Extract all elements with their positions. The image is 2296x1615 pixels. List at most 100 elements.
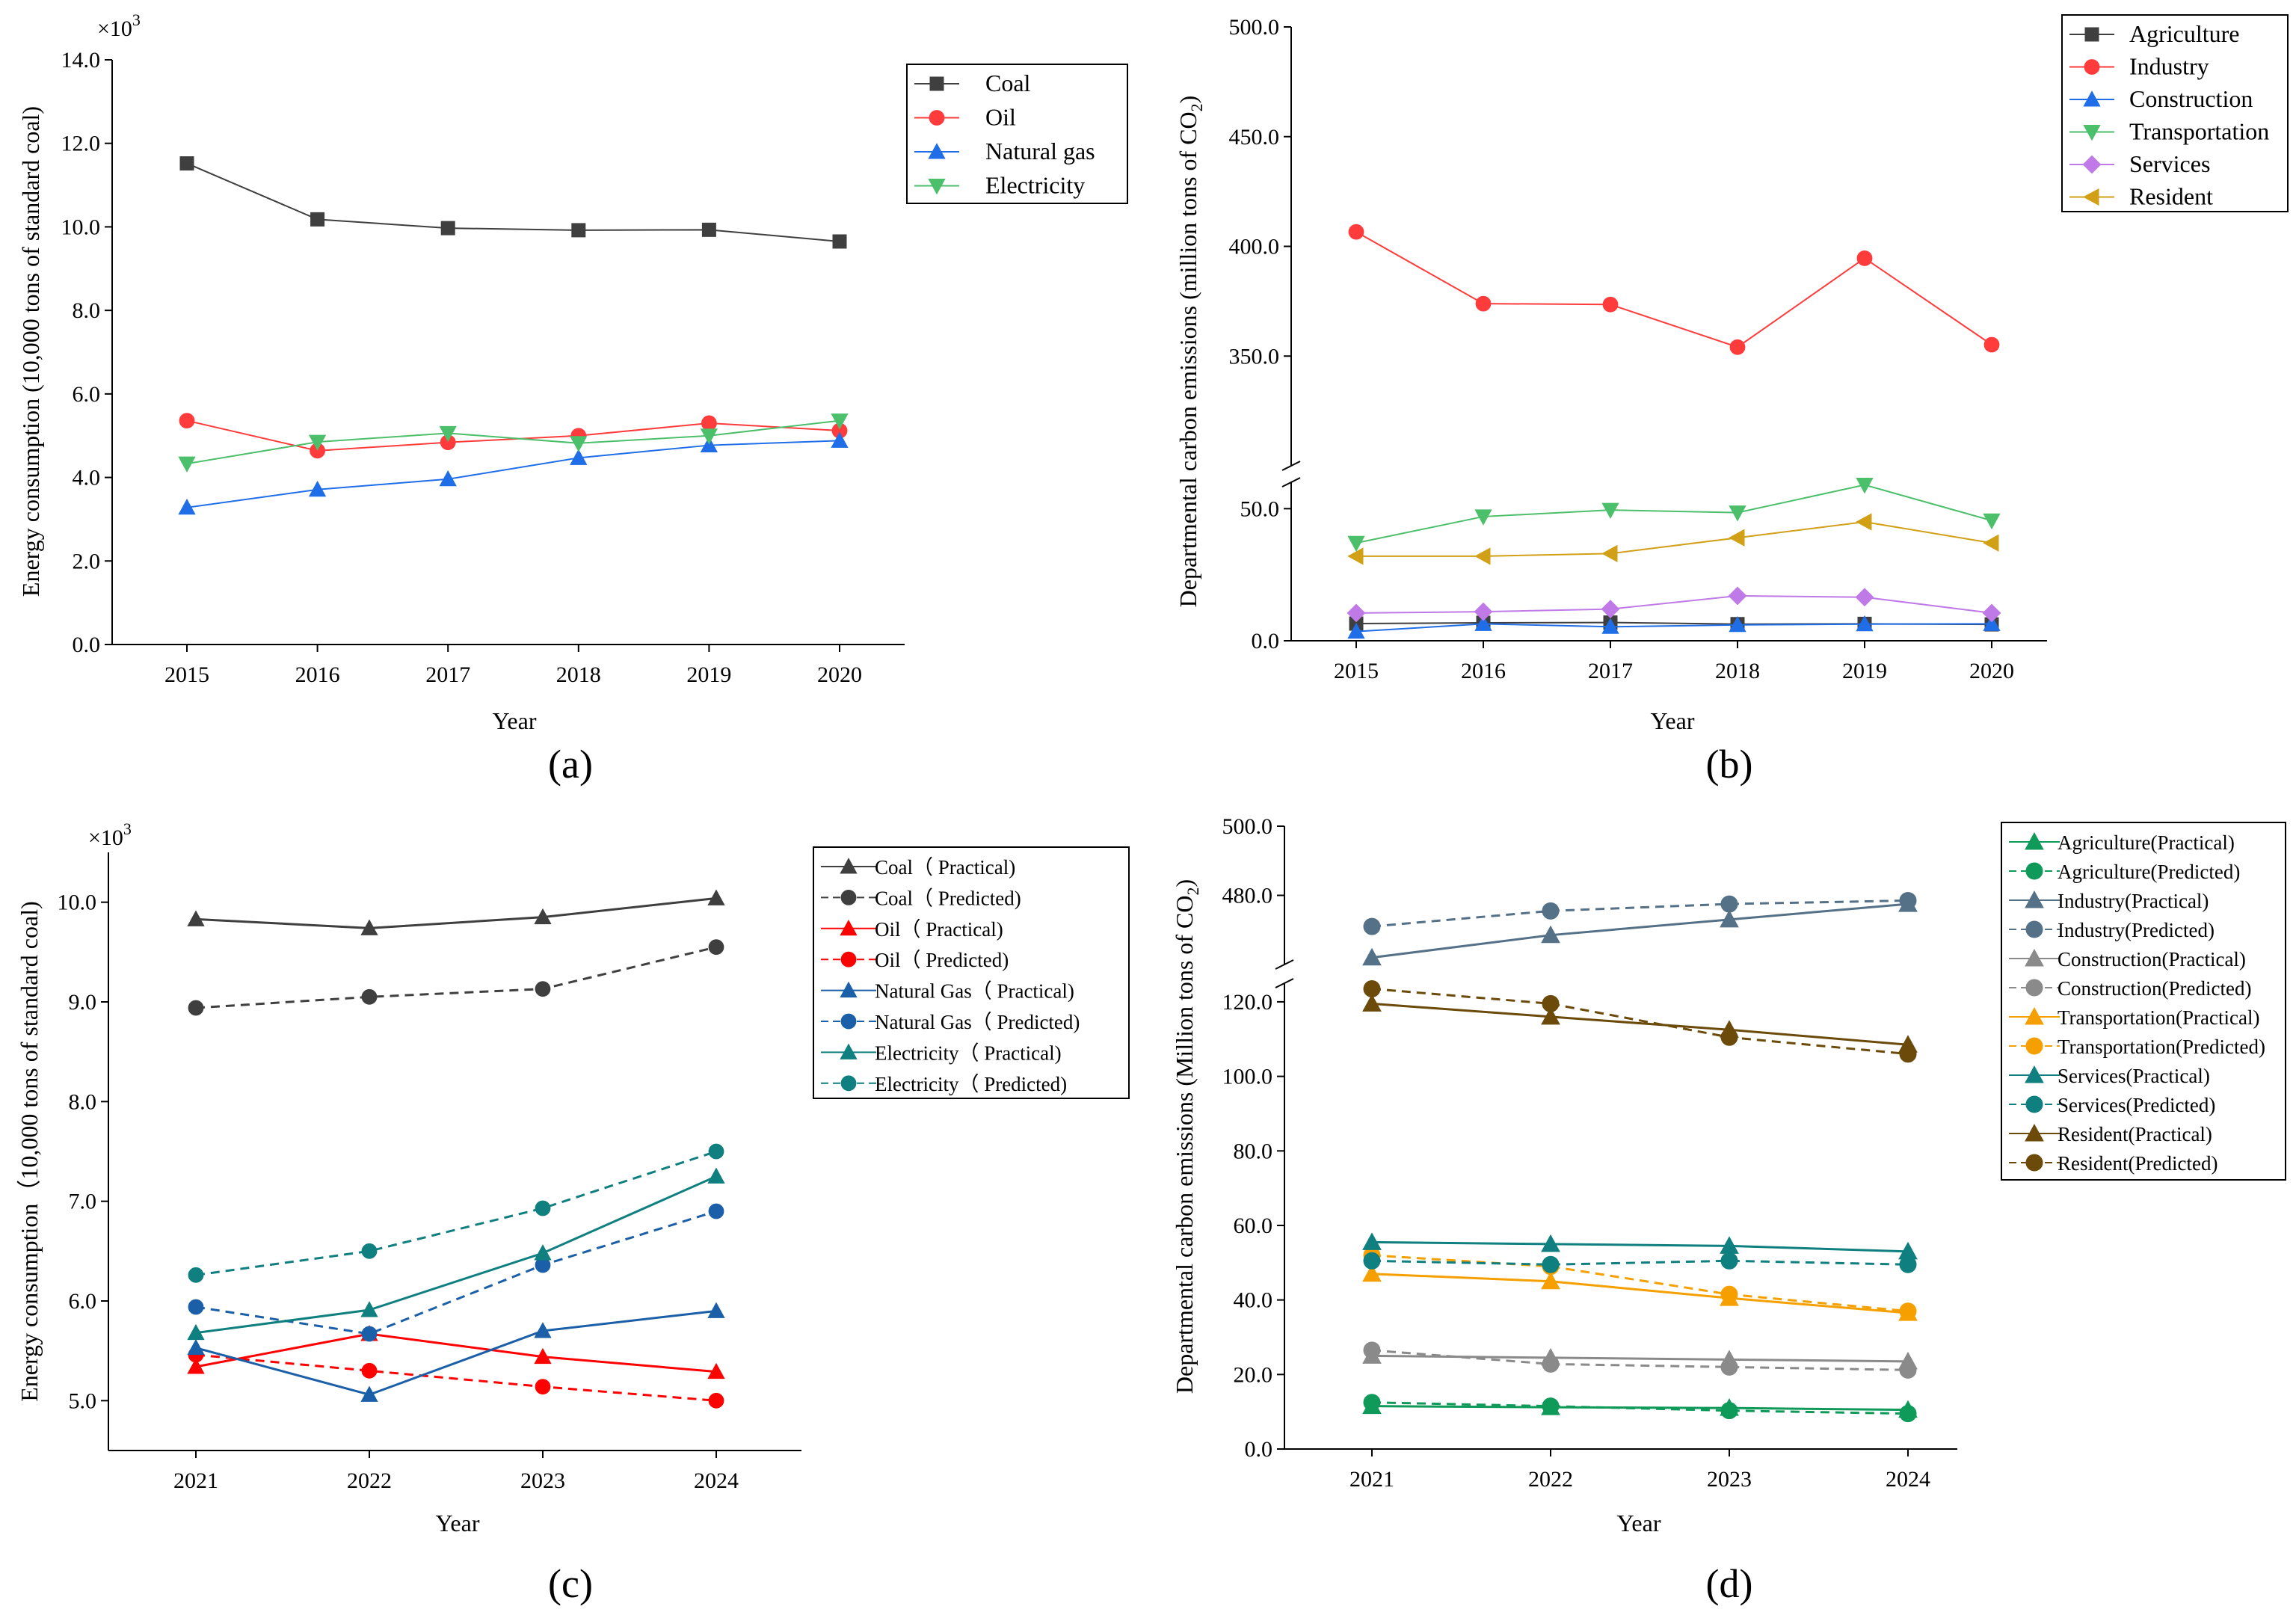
y-axis-title-end: ) <box>1171 879 1198 888</box>
legend-swatch-marker <box>2025 1065 2044 1083</box>
data-point <box>1856 478 1874 494</box>
series-line <box>1371 1354 1909 1363</box>
data-point <box>1899 1255 1917 1273</box>
data-point <box>361 1362 378 1379</box>
series-construction-practical <box>1362 1346 1918 1370</box>
data-point <box>708 1143 724 1160</box>
series-services-predicted <box>1363 1252 1917 1273</box>
series-line <box>195 1332 717 1373</box>
y-axis-title: Energy consumption (10,000 tons of stand… <box>17 106 44 597</box>
axis-break-mark <box>1281 477 1301 487</box>
data-point <box>1542 902 1560 920</box>
data-point <box>1541 1006 1560 1025</box>
data-point <box>1982 603 2001 623</box>
y-tick-label: 20.0 <box>1234 1362 1273 1387</box>
series-services <box>1346 586 2001 623</box>
data-point <box>1475 295 1492 312</box>
legend-label: Services(Predicted) <box>2058 1094 2215 1116</box>
series-oil-practical <box>187 1325 725 1379</box>
data-point <box>178 456 196 473</box>
series-line <box>1355 623 1992 633</box>
y-tick-label: 4.0 <box>73 466 101 490</box>
x-tick-label: 2021 <box>1349 1467 1394 1492</box>
legend-label: Coal <box>985 70 1031 96</box>
legend-swatch-marker <box>929 76 944 91</box>
data-point <box>1601 600 1620 619</box>
legend-swatch-marker <box>2084 59 2100 75</box>
x-tick-label: 2023 <box>520 1468 565 1493</box>
data-point <box>1474 509 1492 526</box>
data-point <box>1855 588 1874 607</box>
y-tick-label: 7.0 <box>69 1190 97 1214</box>
series-line <box>186 162 840 242</box>
series-resident-practical <box>1362 994 1918 1053</box>
data-point <box>1899 1405 1917 1423</box>
series-line <box>195 1175 717 1335</box>
data-point <box>1729 615 1746 633</box>
series-transportation-predicted <box>1363 1246 1917 1320</box>
legend-label: Resident(Predicted) <box>2058 1152 2217 1175</box>
y-tick-label: 6.0 <box>73 382 101 407</box>
data-point <box>1348 224 1364 240</box>
legend-box <box>2001 822 2286 1181</box>
legend-label: Resident(Practical) <box>2058 1123 2212 1145</box>
series-line <box>1371 987 1909 1056</box>
data-point <box>439 470 457 487</box>
data-point <box>1474 615 1492 631</box>
x-tick-label: 2020 <box>1969 659 2014 683</box>
legend-swatch-marker <box>2082 155 2102 174</box>
panel-label: (c) <box>548 1561 593 1606</box>
data-point <box>1363 917 1381 935</box>
multiplier-base: ×10 <box>97 16 132 41</box>
legend-swatch-marker <box>929 110 945 126</box>
data-point <box>535 1200 551 1216</box>
y-tick-label: 80.0 <box>1234 1139 1273 1163</box>
y-axis-multiplier: ×103 <box>88 819 132 850</box>
x-tick-label: 2023 <box>1707 1467 1752 1492</box>
data-point <box>1720 1285 1738 1303</box>
data-point <box>1362 1264 1382 1282</box>
y-axis-title-subscript: 2 <box>1184 888 1202 896</box>
series-line <box>195 1353 717 1402</box>
data-point <box>1601 618 1619 634</box>
x-tick-label: 2018 <box>1715 659 1760 683</box>
data-point <box>832 234 847 249</box>
series-construction <box>1347 615 2001 639</box>
y-tick-label: 400.0 <box>1229 235 1280 259</box>
data-point <box>708 939 724 956</box>
data-point <box>701 415 717 431</box>
data-point <box>1474 547 1491 565</box>
series-industry <box>1348 224 2000 355</box>
data-point <box>1856 615 1874 632</box>
legend-swatch-marker <box>2025 1123 2044 1142</box>
legend-swatch-marker <box>840 919 858 936</box>
legend-label: Services <box>2129 150 2210 177</box>
legend-label: Agriculture(Practical) <box>2058 831 2235 854</box>
data-point <box>1601 544 1618 563</box>
series-line <box>1371 1254 1909 1313</box>
y-axis-multiplier: ×103 <box>97 10 141 41</box>
legend: Coal Oil Natural gas Electricity <box>906 64 1128 204</box>
legend-label: Industry(Predicted) <box>2058 919 2215 941</box>
legend-label: Oil（ Practical) <box>875 918 1003 941</box>
y-tick-label: 6.0 <box>69 1289 97 1314</box>
series-line <box>1371 1002 1909 1046</box>
data-point <box>1474 602 1493 621</box>
data-point <box>1899 1361 1917 1379</box>
y-tick-label: 450.0 <box>1229 125 1280 150</box>
data-point <box>1363 979 1381 997</box>
series-line <box>186 419 840 452</box>
x-tick-label: 2020 <box>817 662 862 687</box>
data-point <box>1729 529 1745 547</box>
data-point <box>535 1379 551 1395</box>
data-point <box>1602 296 1619 313</box>
series-line <box>1371 899 1909 928</box>
legend-label: Natural gas <box>985 138 1095 164</box>
data-point <box>188 1267 204 1283</box>
data-point <box>1541 1234 1560 1252</box>
data-point <box>360 919 378 935</box>
data-point <box>179 156 194 171</box>
series-transportation-practical <box>1362 1264 1918 1321</box>
data-point <box>187 1338 205 1356</box>
series-coal-predicted <box>188 939 724 1016</box>
